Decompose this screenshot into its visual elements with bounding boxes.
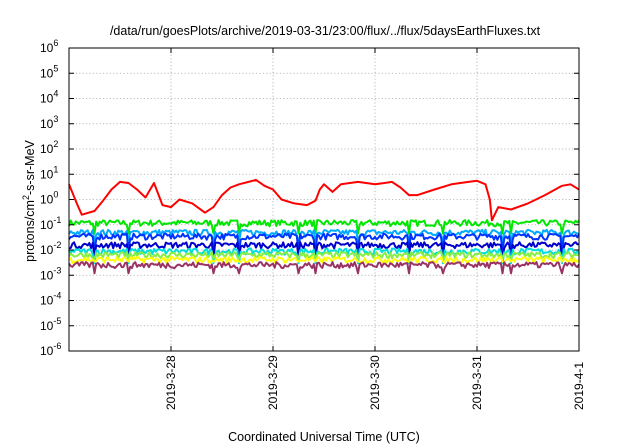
x-tick-label: 2019-3-30 [368, 355, 382, 410]
y-tick-base: 10 [40, 218, 54, 232]
y-axis-label-exp: 2 [21, 195, 31, 200]
x-tick-label: 2019-4-1 [572, 362, 586, 410]
series-lines [68, 178, 580, 275]
x-tick-label: 2019-3-29 [266, 355, 280, 410]
y-tick-label: 104 [40, 89, 58, 106]
y-axis-label-part2: -s-sr-MeV [23, 139, 37, 195]
y-tick-exp: -4 [53, 291, 61, 301]
y-tick-exp: 0 [53, 190, 58, 200]
y-axis-label-part1: protons/cm [23, 200, 37, 262]
y-tick-base: 10 [40, 268, 54, 282]
y-tick-base: 10 [40, 344, 54, 358]
y-tick-base: 10 [40, 66, 54, 80]
y-tick-exp: -5 [53, 316, 61, 326]
y-tick-exp: 3 [53, 114, 58, 124]
series-line-1 [68, 178, 580, 222]
y-tick-label: 101 [40, 164, 58, 181]
y-tick-base: 10 [40, 243, 54, 257]
y-tick-label: 10-4 [40, 291, 61, 308]
y-axis-ticks: 10610510410310210110010-110-210-310-410-… [40, 38, 579, 358]
y-tick-label: 103 [40, 114, 58, 131]
y-tick-base: 10 [40, 41, 54, 55]
y-tick-base: 10 [40, 117, 54, 131]
y-tick-exp: 2 [53, 139, 58, 149]
y-tick-label: 102 [40, 139, 58, 156]
series-line-9 [68, 261, 580, 275]
y-tick-exp: 1 [53, 164, 58, 174]
series-line-3 [68, 228, 580, 244]
y-tick-exp: 4 [53, 89, 58, 99]
y-tick-label: 10-5 [40, 316, 61, 333]
y-tick-exp: -6 [53, 341, 61, 351]
series-line-5 [68, 241, 580, 259]
x-tick-label: 2019-3-31 [470, 355, 484, 410]
y-axis-label: protons/cm2-s-sr-MeV [21, 139, 37, 261]
y-tick-label: 100 [40, 190, 58, 207]
y-tick-base: 10 [40, 142, 54, 156]
series-line-4 [68, 232, 580, 254]
y-tick-label: 10-2 [40, 240, 61, 257]
grid [69, 48, 579, 351]
y-tick-exp: 6 [53, 38, 58, 48]
y-tick-exp: -2 [53, 240, 61, 250]
x-axis-ticks: 2019-3-28 2019-3-29 2019-3-30 2019-3-31 2019… [164, 48, 586, 410]
y-tick-exp: -3 [53, 265, 61, 275]
y-tick-label: 106 [40, 38, 58, 55]
y-tick-exp: -1 [53, 215, 61, 225]
y-tick-base: 10 [40, 167, 54, 181]
chart-title: /data/run/goesPlots/archive/2019-03-31/2… [110, 24, 541, 38]
series-line-7 [68, 251, 580, 260]
x-axis-label: Coordinated Universal Time (UTC) [228, 430, 420, 444]
y-tick-base: 10 [40, 294, 54, 308]
y-tick-label: 10-1 [40, 215, 61, 232]
y-tick-base: 10 [40, 319, 54, 333]
y-tick-base: 10 [40, 92, 54, 106]
x-tick-label: 2019-3-28 [164, 355, 178, 410]
series-line-2 [68, 219, 580, 235]
y-tick-label: 10-6 [40, 341, 61, 358]
y-tick-label: 10-3 [40, 265, 61, 282]
y-tick-base: 10 [40, 193, 54, 207]
y-tick-label: 105 [40, 63, 58, 80]
y-tick-exp: 5 [53, 63, 58, 73]
